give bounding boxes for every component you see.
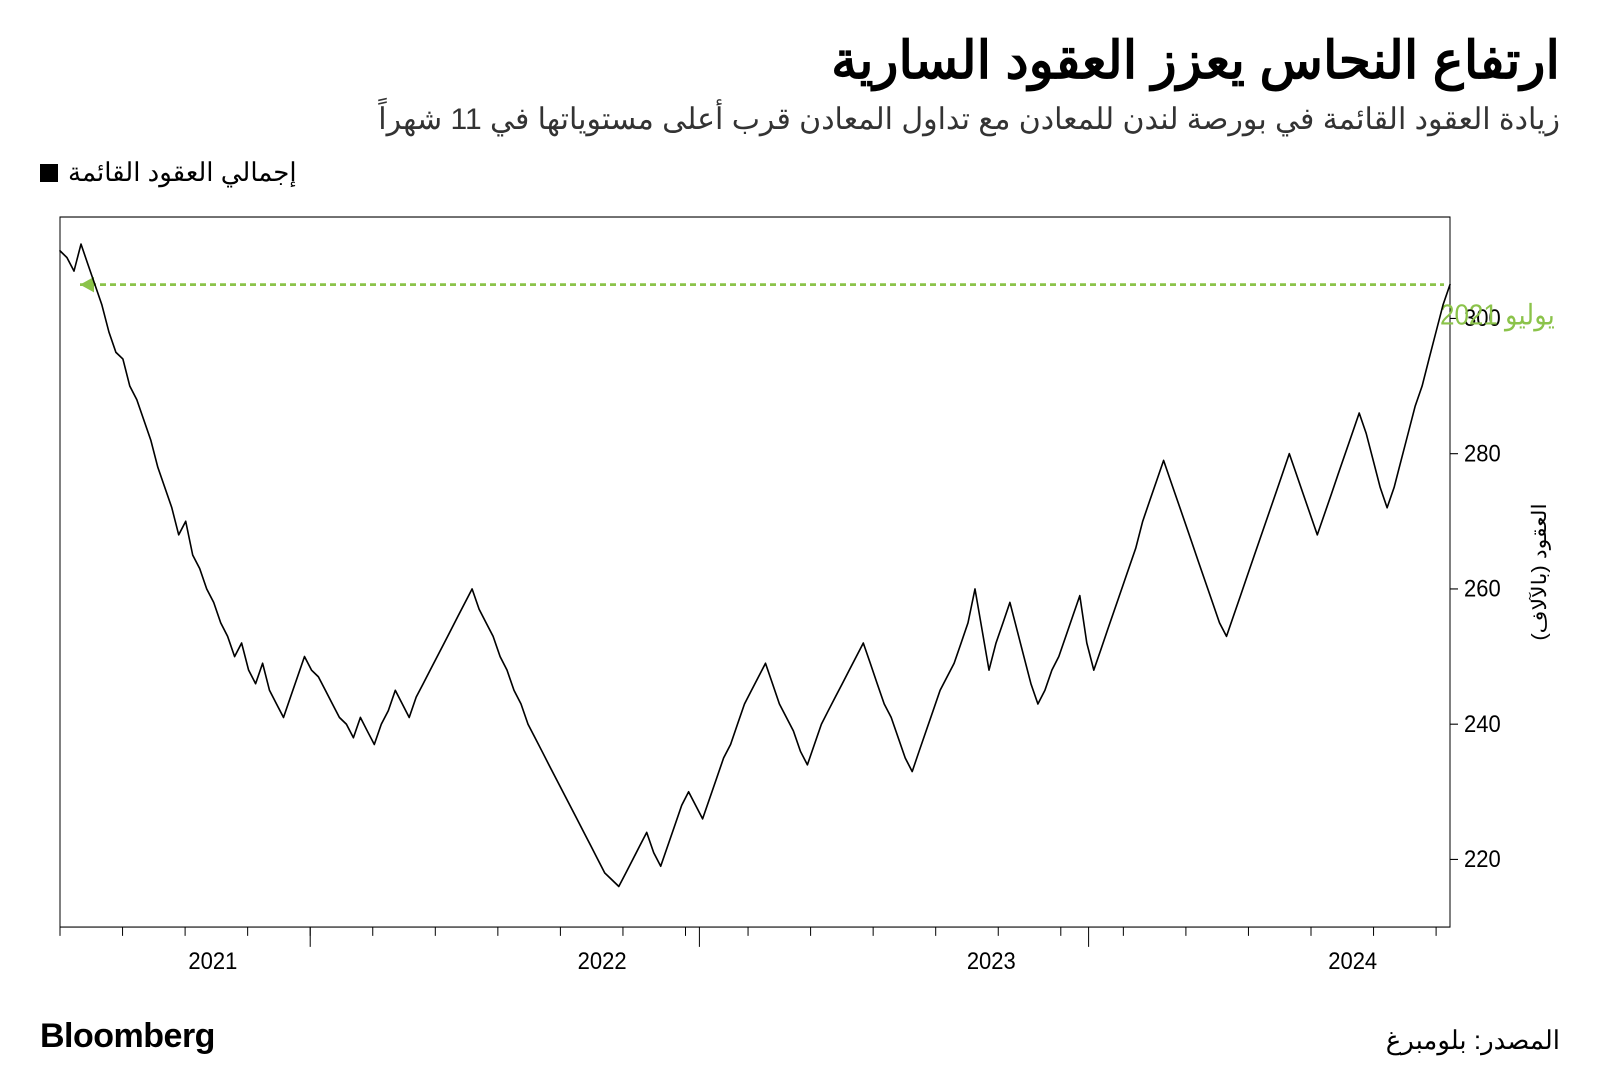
- chart-subtitle: زيادة العقود القائمة في بورصة لندن للمعا…: [40, 100, 1560, 139]
- svg-text:2023: 2023: [967, 947, 1016, 974]
- chart-source: المصدر: بلومبرغ: [1386, 1025, 1560, 1056]
- line-chart: 220240260280300العقود (بالآلاف)202120222…: [40, 206, 1560, 999]
- svg-text:220: 220: [1464, 846, 1501, 873]
- svg-text:العقود القائمة عند أعلى مستوى: العقود القائمة عند أعلى مستوى منذ يوليو …: [1440, 296, 1560, 332]
- chart-container: ارتفاع النحاس يعزز العقود السارية زيادة …: [0, 0, 1600, 1076]
- legend: إجمالي العقود القائمة: [40, 157, 1560, 188]
- svg-text:240: 240: [1464, 710, 1501, 737]
- legend-label: إجمالي العقود القائمة: [68, 157, 297, 188]
- chart-title: ارتفاع النحاس يعزز العقود السارية: [40, 30, 1560, 92]
- svg-text:2021: 2021: [188, 947, 237, 974]
- footer: المصدر: بلومبرغ Bloomberg: [40, 1017, 1560, 1056]
- svg-text:280: 280: [1464, 440, 1501, 467]
- svg-text:260: 260: [1464, 575, 1501, 602]
- brand-logo: Bloomberg: [40, 1017, 215, 1056]
- svg-text:2024: 2024: [1328, 947, 1377, 974]
- chart-plot-area: 220240260280300العقود (بالآلاف)202120222…: [40, 206, 1560, 999]
- svg-text:العقود (بالآلاف): العقود (بالآلاف): [1528, 504, 1552, 641]
- svg-text:2022: 2022: [578, 947, 627, 974]
- legend-swatch: [40, 164, 58, 182]
